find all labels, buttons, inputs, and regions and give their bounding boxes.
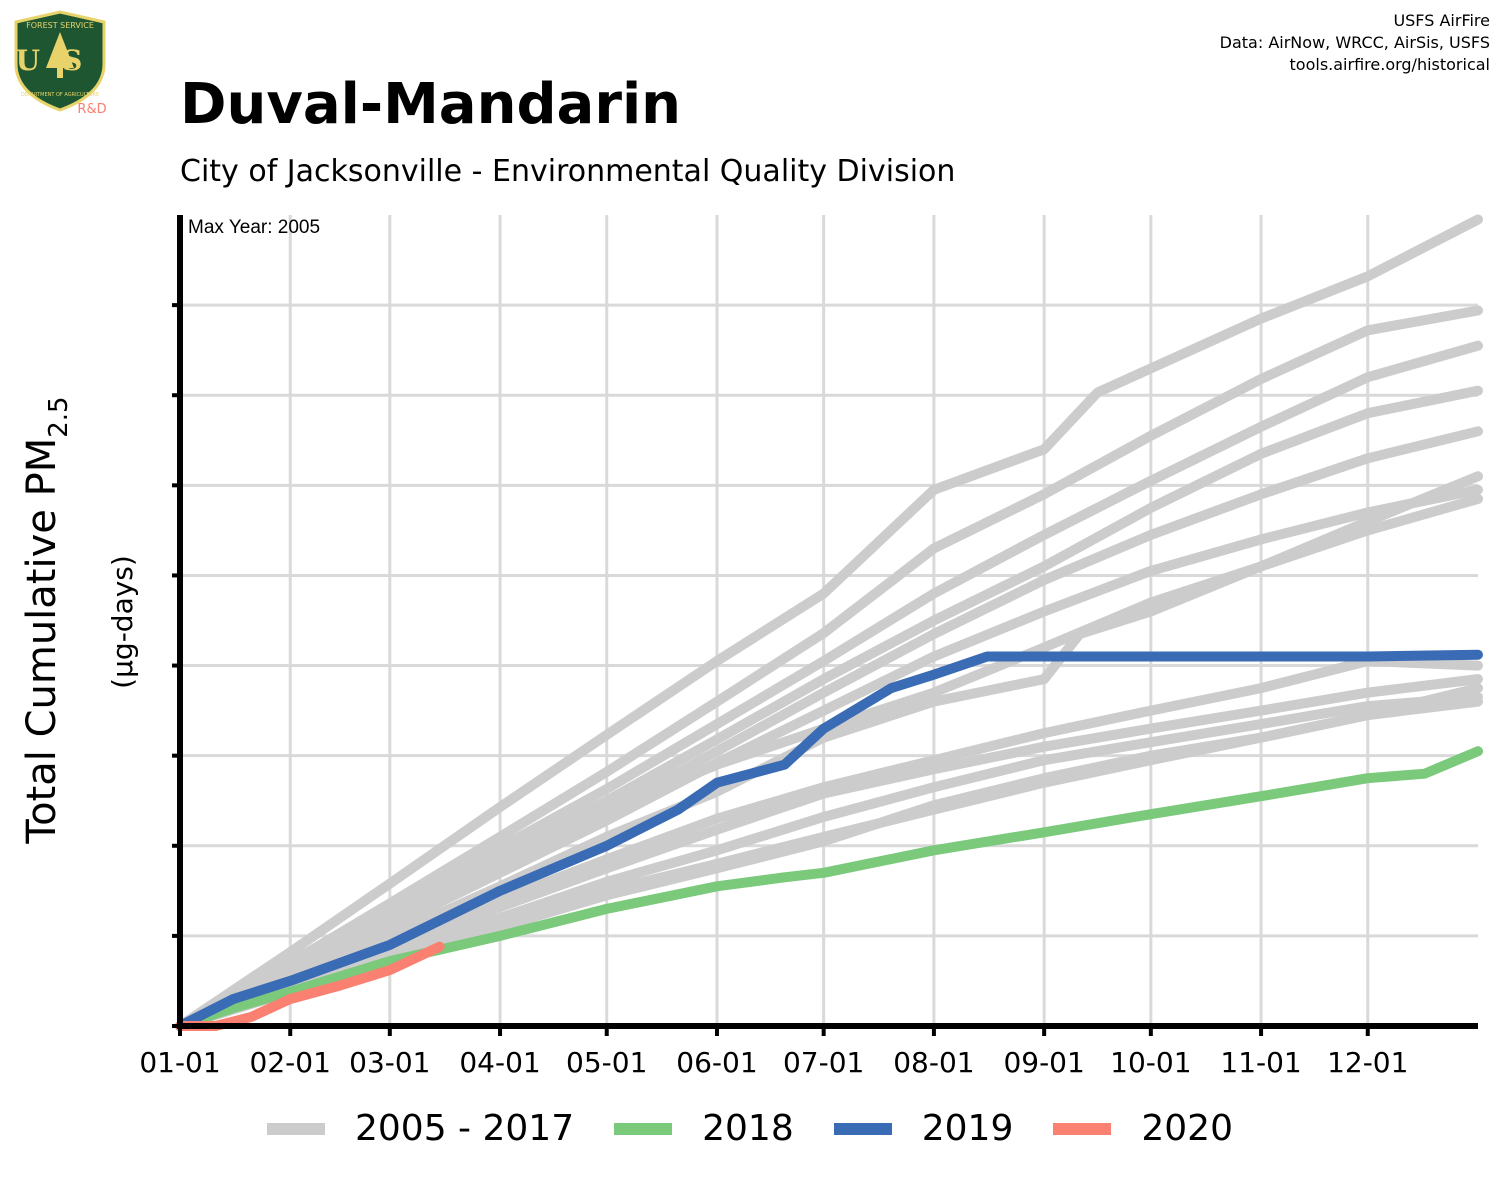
- legend-label: 2020: [1141, 1108, 1233, 1149]
- legend-item: 2019: [833, 1108, 1014, 1149]
- x-tick-label: 02-01: [250, 1046, 331, 1079]
- x-tick-label: 05-01: [566, 1046, 647, 1079]
- legend-item: 2018: [614, 1108, 794, 1149]
- chart-subtitle: City of Jacksonville - Environmental Qua…: [180, 154, 956, 189]
- series-line-history: [175, 484, 1483, 1031]
- legend: 2005 - 2017 2018 2019 2020: [0, 1108, 1500, 1149]
- credit-url: tools.airfire.org/historical: [1289, 55, 1490, 74]
- x-tick-label: 07-01: [783, 1046, 864, 1079]
- x-tick-label: 08-01: [893, 1046, 974, 1079]
- y-axis-label-main: Total Cumulative PM: [19, 438, 65, 845]
- logo-badge-text: US: [16, 44, 105, 77]
- legend-item: 2020: [1053, 1108, 1233, 1149]
- legend-label: 2005 - 2017: [355, 1108, 575, 1149]
- logo-top-text: FOREST SERVICE: [26, 21, 94, 30]
- credit-data: Data: AirNow, WRCC, AirSis, USFS: [1219, 33, 1490, 52]
- series-line-history: [175, 305, 1483, 1031]
- svg-text:Total Cumulative PM2.5: Total Cumulative PM2.5: [19, 396, 74, 844]
- cumulative-chart: 01-01 02-01 03-01 04-01 05-01 06-01 07-01 08-01…: [19, 214, 1483, 1079]
- series-line-2018: [175, 746, 1483, 1031]
- logo-tag-text: R&D: [77, 102, 106, 117]
- axes: 01-01 02-01 03-01 04-01 05-01 06-01 07-01 08-01…: [139, 215, 1478, 1079]
- x-tick-label: 04-01: [459, 1046, 540, 1079]
- series-line-history: [175, 214, 1483, 1031]
- max-year-annotation: Max Year: 2005: [188, 217, 320, 238]
- legend-label: 2019: [921, 1108, 1014, 1149]
- grid-lines: [178, 215, 1478, 1028]
- x-tick-label: 03-01: [349, 1046, 430, 1079]
- y-axis-units: (µg-days): [106, 555, 139, 689]
- legend-swatch: [833, 1122, 892, 1135]
- legend-swatch: [614, 1122, 673, 1135]
- x-tick-label: 10-01: [1110, 1046, 1191, 1079]
- logo-bottom-text: DEPARTMENT OF AGRICULTURE: [21, 92, 99, 98]
- series-line-history: [175, 471, 1483, 1031]
- x-tick-label: 01-01: [139, 1046, 220, 1079]
- legend-swatch: [267, 1122, 325, 1135]
- legend-item: 2005 - 2017: [267, 1108, 574, 1149]
- legend-label: 2018: [702, 1108, 794, 1149]
- series-lines: [175, 214, 1483, 1031]
- forest-service-logo: FOREST SERVICE US DEPARTMENT OF AGRICULT…: [14, 10, 107, 117]
- y-axis-title: Total Cumulative PM2.5: [19, 396, 74, 844]
- credit-source: USFS AirFire: [1393, 11, 1490, 30]
- y-axis-label-subscript: 2.5: [44, 396, 74, 437]
- series-line-2019: [175, 649, 1483, 1031]
- legend-swatch: [1053, 1122, 1112, 1135]
- chart-title: Duval-Mandarin: [180, 72, 682, 137]
- tree-icon: [46, 32, 74, 68]
- x-tick-label: 06-01: [676, 1046, 757, 1079]
- x-tick-label: 11-01: [1220, 1046, 1301, 1079]
- x-tick-label: 09-01: [1003, 1046, 1084, 1079]
- x-tick-label: 12-01: [1327, 1046, 1408, 1079]
